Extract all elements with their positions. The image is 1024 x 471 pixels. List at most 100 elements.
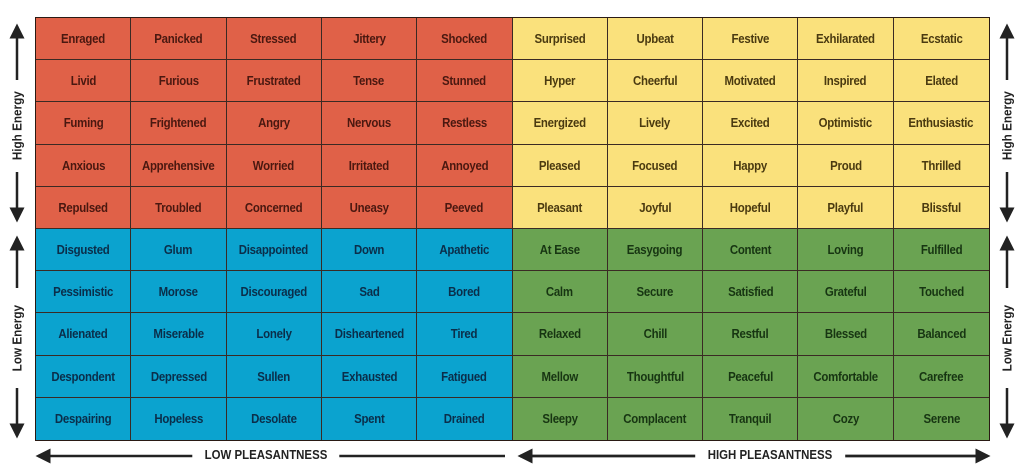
emotion-cell: Sleepy xyxy=(512,397,608,440)
emotion-cell: Panicked xyxy=(131,18,227,61)
emotion-cell: Hyper xyxy=(512,60,608,103)
emotion-cell: Joyful xyxy=(607,186,704,229)
emotion-label: Peaceful xyxy=(727,368,773,384)
emotion-cell: Grateful xyxy=(798,271,894,314)
emotion-label: Lonely xyxy=(256,326,292,342)
emotion-label: Hopeless xyxy=(154,411,203,427)
emotion-label: Content xyxy=(729,242,772,258)
emotion-label: Concerned xyxy=(245,199,303,215)
emotion-cell: Hopeless xyxy=(131,397,227,440)
emotion-label: Enthusiastic xyxy=(908,115,974,131)
emotion-cell: Miserable xyxy=(131,313,227,356)
emotion-label: Fatigued xyxy=(441,368,488,384)
emotion-label: Sullen xyxy=(257,368,291,384)
emotion-label: Calm xyxy=(546,284,574,300)
emotion-cell: Happy xyxy=(703,144,799,187)
emotion-cell: Despairing xyxy=(36,397,132,440)
emotion-cell: Apathetic xyxy=(417,229,513,272)
emotion-cell: Alienated xyxy=(36,313,132,356)
emotion-cell: Nervous xyxy=(321,102,418,145)
emotion-cell: Focused xyxy=(607,144,704,187)
emotion-cell: Restless xyxy=(417,102,513,145)
low-energy-label-right: Low Energy xyxy=(999,304,1015,372)
emotion-label: Miserable xyxy=(153,326,204,342)
emotion-cell: Fatigued xyxy=(417,355,513,398)
emotion-label: Pessimistic xyxy=(53,284,114,300)
emotion-cell: Bored xyxy=(417,271,513,314)
emotion-label: Exhausted xyxy=(341,368,397,384)
emotion-label: Fuming xyxy=(63,115,104,131)
emotion-cell: Anxious xyxy=(36,144,132,187)
emotion-cell: Fulfilled xyxy=(893,229,989,272)
emotion-label: Thrilled xyxy=(921,157,961,173)
emotion-cell: Thrilled xyxy=(893,144,989,187)
emotion-cell: Elated xyxy=(893,60,989,103)
emotion-cell: Calm xyxy=(512,271,608,314)
emotion-label: Apathetic xyxy=(439,242,490,258)
emotion-label: Thoughtful xyxy=(626,368,684,384)
emotion-cell: Exhausted xyxy=(321,355,418,398)
emotion-label: Peeved xyxy=(445,199,484,215)
emotion-cell: Hopeful xyxy=(703,186,799,229)
emotion-label: Desolate xyxy=(250,411,297,427)
emotion-label: Focused xyxy=(632,157,678,173)
emotion-label: Upbeat xyxy=(636,31,674,47)
emotion-label: Irritated xyxy=(348,157,390,173)
emotion-label: Cozy xyxy=(832,411,859,427)
emotion-cell: Concerned xyxy=(226,186,322,229)
low-pleasantness-label: LOW PLEASANTNESS xyxy=(192,447,340,462)
emotion-label: Worried xyxy=(253,157,295,173)
emotion-cell: Stunned xyxy=(417,60,513,103)
emotion-label: Relaxed xyxy=(538,326,581,342)
emotion-label: Sad xyxy=(358,284,380,300)
emotion-cell: Apprehensive xyxy=(131,144,227,187)
emotion-label: Blissful xyxy=(921,199,961,215)
emotion-cell: Peeved xyxy=(417,186,513,229)
emotion-cell: Balanced xyxy=(893,313,989,356)
emotion-label: Energized xyxy=(533,115,586,131)
emotion-cell: Easygoing xyxy=(607,229,704,272)
emotion-cell: Lonely xyxy=(226,313,322,356)
emotion-cell: Discouraged xyxy=(226,271,322,314)
emotion-label: Joyful xyxy=(638,199,671,215)
emotion-label: Grateful xyxy=(824,284,867,300)
emotion-cell: Tense xyxy=(321,60,418,103)
emotion-label: Touched xyxy=(918,284,964,300)
emotion-cell: Serene xyxy=(893,397,989,440)
emotion-label: Carefree xyxy=(919,368,964,384)
emotion-cell: Glum xyxy=(131,229,227,272)
emotion-cell: Comfortable xyxy=(798,355,894,398)
low-energy-label-left: Low Energy xyxy=(9,304,25,372)
emotion-cell: Frustrated xyxy=(226,60,322,103)
emotion-label: Spent xyxy=(353,411,385,427)
emotion-label: Discouraged xyxy=(240,284,308,300)
emotion-cell: Ecstatic xyxy=(893,18,989,61)
emotion-label: Chill xyxy=(643,326,667,342)
high-energy-label-right: High Energy xyxy=(999,91,1015,161)
emotion-label: Motivated xyxy=(724,73,776,89)
emotion-cell: Pessimistic xyxy=(36,271,132,314)
emotion-cell: Uneasy xyxy=(321,186,418,229)
emotion-label: At Ease xyxy=(539,242,580,258)
emotion-label: Loving xyxy=(827,242,864,258)
emotion-label: Hopeful xyxy=(729,199,771,215)
emotion-label: Pleasant xyxy=(537,199,583,215)
emotion-cell: Jittery xyxy=(321,18,418,61)
emotion-cell: Fuming xyxy=(36,102,132,145)
emotion-label: Playful xyxy=(827,199,864,215)
emotion-cell: Upbeat xyxy=(607,18,704,61)
emotion-label: Optimistic xyxy=(818,115,873,131)
emotion-label: Anxious xyxy=(61,157,105,173)
emotion-label: Shocked xyxy=(441,31,488,47)
emotion-label: Hyper xyxy=(544,73,576,89)
emotion-cell: Mellow xyxy=(512,355,608,398)
emotion-cell: Sad xyxy=(321,271,418,314)
emotion-label: Happy xyxy=(733,157,768,173)
emotion-label: Frustrated xyxy=(246,73,301,89)
emotion-label: Lively xyxy=(639,115,671,131)
emotion-cell: Playful xyxy=(798,186,894,229)
emotion-cell: Tired xyxy=(417,313,513,356)
emotion-label: Balanced xyxy=(916,326,966,342)
emotion-label: Troubled xyxy=(155,199,202,215)
